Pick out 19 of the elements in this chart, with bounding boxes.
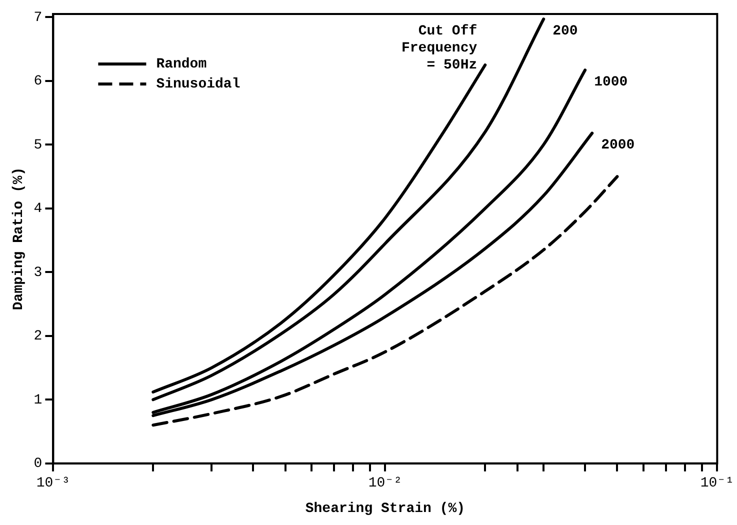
legend-label: Random: [156, 56, 207, 73]
annotation: Cut Off Frequency = 50Hz: [402, 24, 478, 74]
x-tick-label: 10⁻³: [36, 476, 70, 492]
y-tick-label: 3: [34, 264, 42, 281]
y-tick-label: 4: [34, 201, 42, 218]
annotation: 1000: [594, 74, 628, 91]
y-tick-label: 1: [34, 392, 42, 408]
x-axis-title: Shearing Strain (%): [305, 501, 466, 518]
x-tick-label: 10⁻²: [368, 476, 402, 492]
legend-label: Sinusoidal: [156, 76, 240, 93]
y-tick-label: 0: [34, 456, 42, 472]
x-tick-label: 10⁻¹: [700, 476, 734, 492]
annotation: 200: [552, 24, 578, 40]
annotation: 2000: [601, 138, 635, 154]
y-tick-label: 7: [34, 10, 42, 26]
y-tick-label: 6: [34, 74, 42, 90]
y-axis-title: Damping Ratio (%): [10, 167, 27, 310]
y-tick-label: 2: [34, 328, 42, 345]
y-tick-label: 5: [34, 137, 42, 154]
